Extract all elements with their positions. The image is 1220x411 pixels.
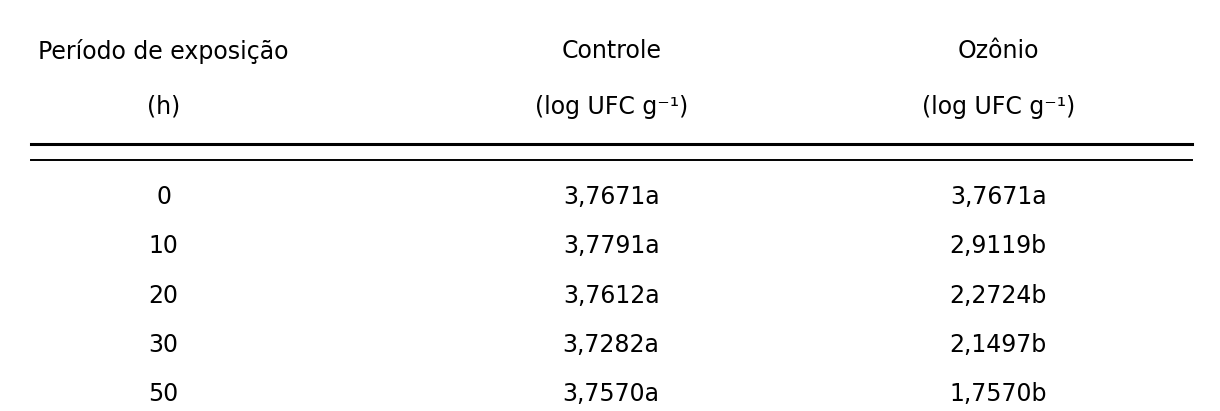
Text: 0: 0 bbox=[156, 185, 171, 209]
Text: 3,7282a: 3,7282a bbox=[562, 333, 660, 357]
Text: (h): (h) bbox=[148, 95, 181, 118]
Text: 3,7791a: 3,7791a bbox=[562, 234, 660, 259]
Text: (log UFC g⁻¹): (log UFC g⁻¹) bbox=[921, 95, 1075, 118]
Text: (log UFC g⁻¹): (log UFC g⁻¹) bbox=[534, 95, 688, 118]
Text: 30: 30 bbox=[149, 333, 178, 357]
Text: 2,2724b: 2,2724b bbox=[949, 284, 1047, 307]
Text: 2,1497b: 2,1497b bbox=[949, 333, 1047, 357]
Text: 50: 50 bbox=[149, 382, 179, 406]
Text: 20: 20 bbox=[149, 284, 178, 307]
Text: 3,7671a: 3,7671a bbox=[950, 185, 1047, 209]
Text: 1,7570b: 1,7570b bbox=[949, 382, 1047, 406]
Text: Ozônio: Ozônio bbox=[958, 39, 1039, 63]
Text: 10: 10 bbox=[149, 234, 178, 259]
Text: Controle: Controle bbox=[561, 39, 661, 63]
Text: 3,7671a: 3,7671a bbox=[562, 185, 660, 209]
Text: 2,9119b: 2,9119b bbox=[949, 234, 1047, 259]
Text: Período de exposição: Período de exposição bbox=[39, 39, 289, 64]
Text: 3,7612a: 3,7612a bbox=[562, 284, 660, 307]
Text: 3,7570a: 3,7570a bbox=[562, 382, 660, 406]
